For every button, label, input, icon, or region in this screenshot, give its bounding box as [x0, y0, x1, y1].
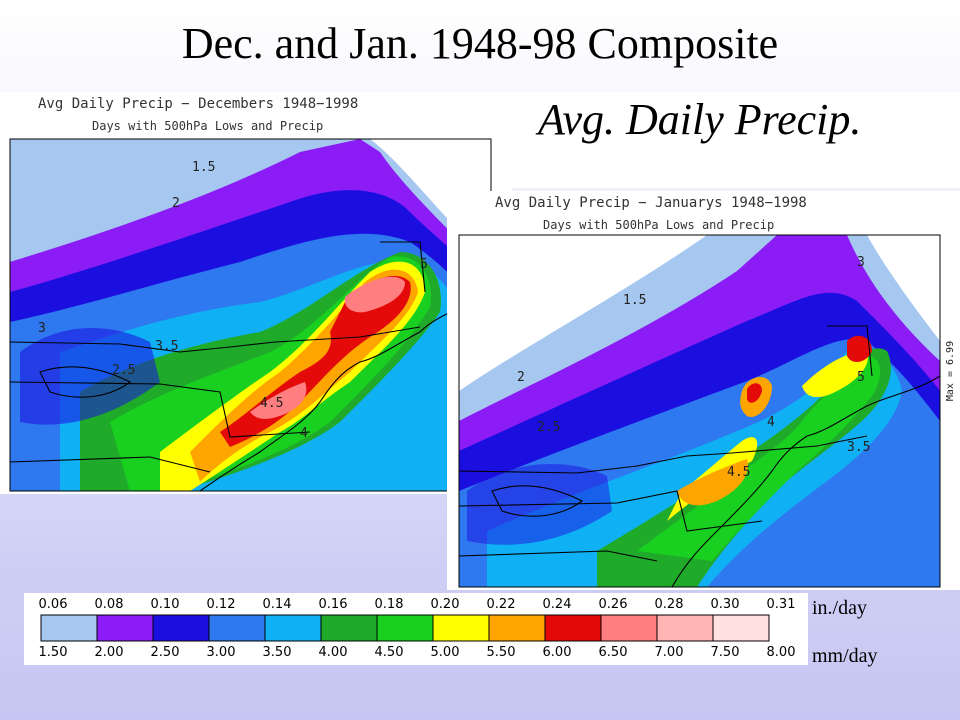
january-band-yellow-2	[802, 351, 868, 398]
legend-inch-label: 0.16	[318, 597, 348, 612]
legend-swatch	[96, 614, 154, 642]
legend-swatch	[264, 614, 322, 642]
december-contour-label-3: 2.5	[112, 363, 135, 378]
legend-inch-label: 0.22	[486, 597, 516, 612]
january-contour-label-3: 2.5	[537, 420, 560, 435]
slide-title: Dec. and Jan. 1948-98 Composite	[181, 19, 779, 68]
january-map-subtitle: Days with 500hPa Lows and Precip	[543, 218, 775, 232]
december-map-subtitle: Days with 500hPa Lows and Precip	[92, 119, 324, 133]
legend-unit-mm: mm/day	[812, 645, 878, 667]
january-contour-label-5: 3.5	[847, 440, 870, 455]
legend-mm-label: 8.00	[766, 645, 796, 660]
january-contour-label-1: 1.5	[623, 293, 646, 308]
legend-mm-label: 4.00	[318, 645, 348, 660]
color-legend: 0.06 0.08 0.10 0.12 0.14 0.16 0.18 0.20 …	[24, 593, 808, 665]
legend-inch-label: 0.06	[38, 597, 68, 612]
legend-inch-label: 0.31	[766, 597, 796, 612]
legend-mm-label: 3.00	[206, 645, 236, 660]
january-coastline	[459, 325, 940, 587]
december-map-panel: Avg Daily Precip − Decembers 1948−1998 D…	[0, 92, 512, 494]
legend-swatch	[544, 614, 602, 642]
legend-mm-label: 6.00	[542, 645, 572, 660]
january-contour-label-2: 2	[517, 370, 525, 385]
january-band-red-2	[747, 383, 762, 403]
legend-swatch	[320, 614, 378, 642]
legend-swatch	[432, 614, 490, 642]
january-map-panel: Avg Daily Precip − Januarys 1948−1998 Da…	[447, 191, 960, 590]
legend-mm-label: 4.50	[374, 645, 404, 660]
legend-swatch	[208, 614, 266, 642]
december-band-pink-2	[344, 276, 405, 313]
legend-inch-label: 0.12	[206, 597, 236, 612]
january-contour-label-8: 5	[857, 370, 865, 385]
january-max-label: Max = 6.99	[945, 341, 956, 401]
legend-swatch	[488, 614, 546, 642]
legend-mm-label: 1.50	[38, 645, 68, 660]
legend-mm-label: 2.00	[94, 645, 124, 660]
legend-swatch	[656, 614, 714, 642]
legend-inch-label: 0.20	[430, 597, 460, 612]
january-contour-label-7: 4.5	[727, 465, 750, 480]
january-contour-label-4: 3	[857, 255, 865, 270]
legend-mm-label: 7.50	[710, 645, 740, 660]
legend-inch-label: 0.14	[262, 597, 292, 612]
january-band-cyan	[487, 348, 902, 587]
legend-mm-label: 3.50	[262, 645, 292, 660]
december-precip-map: 1.5 2 2.5 3 3.5 4 4.5 5	[9, 138, 492, 492]
legend-inch-label: 0.18	[374, 597, 404, 612]
december-band-pink	[250, 382, 307, 419]
legend-mm-label: 5.50	[486, 645, 516, 660]
legend-unit-inches: in./day	[812, 597, 867, 619]
slide-subtitle: Avg. Daily Precip.	[538, 95, 862, 144]
december-contour-label-4: 3	[38, 321, 46, 336]
legend-swatch	[40, 614, 98, 642]
december-map-title: Avg Daily Precip − Decembers 1948−1998	[38, 96, 359, 112]
legend-inch-label: 0.28	[654, 597, 684, 612]
january-map-title: Avg Daily Precip − Januarys 1948−1998	[495, 195, 807, 211]
december-contour-label-6: 4	[300, 426, 308, 441]
legend-mm-label: 6.50	[598, 645, 628, 660]
legend-swatch	[376, 614, 434, 642]
december-contour-label-1: 1.5	[192, 160, 215, 175]
december-lake-region	[20, 328, 160, 425]
january-map-frame	[458, 234, 941, 588]
legend-inch-label: 0.26	[598, 597, 628, 612]
january-band-lightgreen	[637, 356, 881, 561]
legend-mm-label: 2.50	[150, 645, 180, 660]
legend-inch-label: 0.08	[94, 597, 124, 612]
january-band-orange	[677, 459, 748, 506]
subtitle-background	[512, 92, 960, 188]
december-contour-label-8: 5	[420, 257, 428, 272]
legend-inch-label: 0.24	[542, 597, 572, 612]
december-coastline	[10, 241, 491, 491]
january-band-red	[847, 335, 872, 363]
legend-color-bar	[40, 614, 770, 642]
january-precip-map: 1.5 2 2.5 3 3.5 4 4.5 5 Max = 6.99	[458, 234, 956, 588]
december-contour-label-5: 3.5	[155, 339, 178, 354]
legend-inch-label: 0.30	[710, 597, 740, 612]
january-contour-label-6: 4	[767, 415, 775, 430]
legend-mm-label: 5.00	[430, 645, 460, 660]
legend-mm-label: 7.00	[654, 645, 684, 660]
legend-inch-label: 0.10	[150, 597, 180, 612]
legend-swatch	[712, 614, 770, 642]
december-contour-label-7: 4.5	[260, 396, 283, 411]
legend-swatch	[152, 614, 210, 642]
december-contour-label-2: 2	[172, 196, 180, 211]
legend-swatch	[600, 614, 658, 642]
